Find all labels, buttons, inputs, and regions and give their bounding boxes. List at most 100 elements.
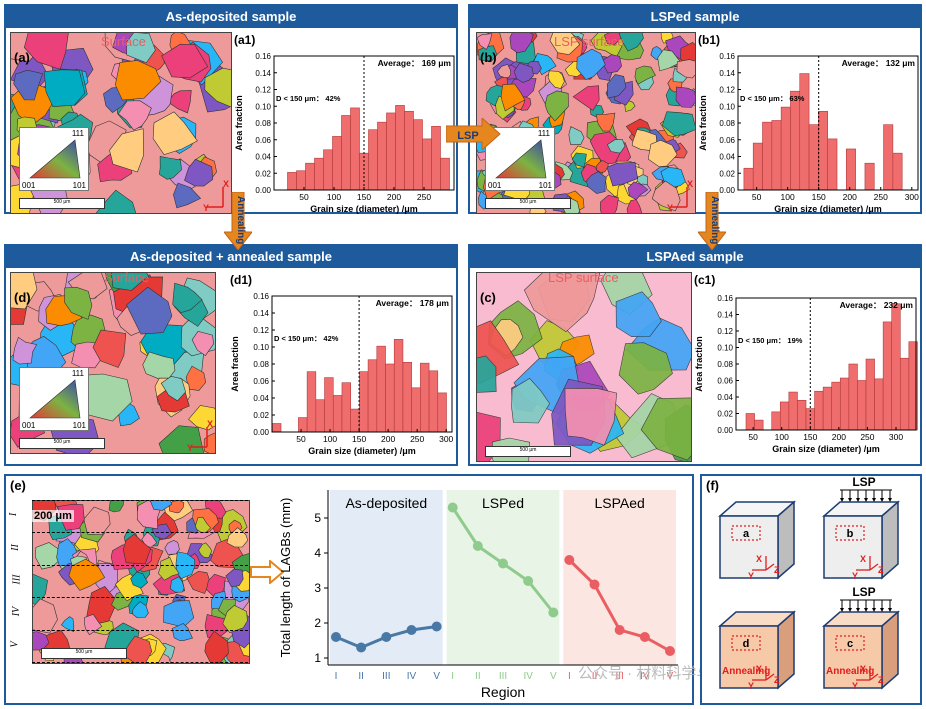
x-tick-label: IV	[523, 671, 533, 682]
cube-side	[777, 610, 795, 690]
region-boundary	[32, 532, 248, 534]
x-tick-label: I	[335, 671, 338, 682]
histogram-bar	[315, 399, 325, 433]
y-axis-label: Y	[203, 203, 210, 213]
y-tick-label: 0.08	[719, 119, 735, 128]
ipf-001-label: 001	[488, 181, 502, 190]
panel-label: (b)	[480, 50, 497, 65]
y-axis-label: Y	[852, 681, 858, 691]
annealing-label-right: Annealing	[709, 196, 720, 244]
ipf-triangle-legend: 111 001 101	[19, 367, 89, 431]
x-axis-label: X	[686, 179, 693, 189]
x-tick-label: 300	[439, 434, 453, 444]
x-tick-label: III	[382, 671, 390, 682]
histogram-bar	[422, 138, 432, 191]
y-axis-label: Y	[667, 203, 674, 213]
region-boundary	[32, 629, 248, 631]
ebsd-map-cross-section: 500 μm	[32, 500, 250, 664]
region-box	[731, 635, 761, 651]
z-axis-label: Z	[774, 565, 780, 575]
lsp-label: LSP	[852, 585, 875, 599]
y-tick-label: 0.00	[255, 186, 271, 195]
histogram-bar	[899, 357, 910, 431]
x-tick-label: II	[358, 671, 364, 682]
x-axis-label: X	[756, 554, 762, 564]
ipf-101-label: 101	[72, 181, 86, 190]
x-tick-label: 200	[381, 434, 395, 444]
histogram-bar	[891, 303, 901, 431]
region-label: IV	[11, 607, 23, 617]
y-axis-label: Y	[852, 571, 858, 581]
group-name: LSPAed	[594, 495, 644, 511]
histogram-bar	[790, 90, 801, 191]
data-point	[431, 621, 442, 632]
axis-line	[765, 563, 775, 571]
histogram-bar	[848, 363, 858, 431]
fraction-annotation: D < 150 μm： 42%	[276, 94, 341, 103]
chart-label: (d1)	[230, 273, 252, 287]
y-tick-label: 0.14	[253, 309, 269, 318]
y-tick-label: 0.06	[719, 136, 735, 145]
histogram-bar	[305, 162, 315, 191]
histogram-bar	[420, 362, 430, 433]
histogram-bar	[839, 377, 850, 431]
scale-bar: 500 μm	[19, 198, 105, 209]
data-point	[447, 502, 458, 513]
y-tick-label: 0.12	[253, 326, 269, 335]
x-tick-label: III	[615, 671, 623, 682]
data-point	[498, 558, 508, 569]
chart-d1: 0.00 0.02 0.04 0.06 0.08 0.10 0.12 0.14 0.16 50 10…	[228, 272, 456, 466]
x-tick-label: 150	[803, 432, 817, 442]
y-tick-label: 0.14	[719, 69, 735, 78]
x-axis-label: X	[860, 664, 866, 674]
x-tick-label: 200	[832, 432, 846, 442]
histogram-bar	[865, 358, 875, 431]
y-tick-label: 0.04	[253, 394, 269, 403]
y-tick-label: 4	[314, 546, 321, 560]
ipf-111-label: 111	[71, 129, 84, 138]
histogram-bar	[287, 172, 297, 191]
y-axis-label: Y	[748, 681, 754, 691]
x-axis-label: X	[206, 419, 213, 429]
histogram-bar	[402, 362, 412, 433]
histogram-bar	[864, 162, 875, 191]
y-tick-label: 0.08	[717, 360, 733, 369]
histogram-bar	[323, 149, 333, 191]
chart-lagb: As-deposited I II III IV V LSPed I II III IV V LSPAe…	[268, 480, 688, 702]
histogram-bar	[818, 110, 828, 191]
y-tick-label: 0.12	[255, 86, 271, 95]
axis-line	[765, 673, 775, 681]
histogram-bar	[799, 73, 810, 191]
histogram-bar	[440, 157, 450, 191]
histogram-bar	[752, 142, 763, 191]
y-tick-label: 0.16	[719, 52, 735, 61]
scale-bar: 500 μm	[41, 648, 127, 659]
data-point	[665, 646, 675, 656]
annealing-label-left: Annealing	[235, 196, 246, 244]
y-tick-label: 0.02	[255, 169, 271, 178]
laser-shot-arrowhead	[872, 498, 876, 502]
y-tick-label: 0.08	[253, 360, 269, 369]
fraction-annotation: D < 150 μm： 19%	[738, 336, 803, 345]
scale-bar: 500 μm	[485, 446, 571, 457]
histogram-bar	[827, 138, 838, 191]
region-label: III	[11, 574, 23, 585]
histogram-bar	[314, 157, 324, 191]
y-tick-label: 0.10	[255, 102, 271, 111]
histogram-bar	[393, 339, 404, 433]
y-tick-label: 0.06	[255, 136, 271, 145]
cube-front	[719, 515, 779, 579]
histogram-bar	[376, 345, 386, 433]
lsp-label: LSP	[852, 476, 875, 489]
y-axis-label: Y	[187, 443, 194, 453]
data-point	[472, 541, 483, 551]
histogram-bar	[883, 124, 894, 191]
panel-title: As-deposited + annealed sample	[6, 246, 456, 268]
plot-area	[287, 105, 450, 191]
y-tick-label: 0.04	[255, 153, 271, 162]
y-tick-label: 0.04	[719, 153, 735, 162]
average-annotation: Average： 169 μm	[378, 58, 452, 68]
